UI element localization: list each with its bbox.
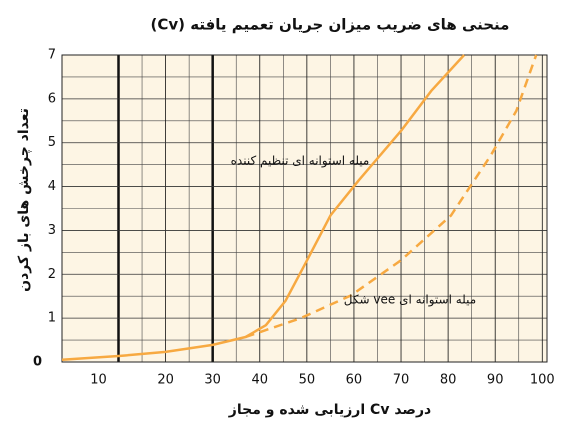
x-tick-label: 30 [204,373,221,388]
y-axis-title: تعداد چرخش های باز کردن [16,108,32,292]
x-tick-label: 90 [487,373,504,388]
y-tick-label: 0 [33,355,42,370]
x-tick-label: 60 [346,373,363,388]
x-axis-title: درصد Cv ارزیابی شده و مجاز [228,402,431,418]
chart-title: منحنی های ضریب میزان جریان تعمیم یافته (… [151,16,510,34]
x-tick-label: 20 [157,373,174,388]
series-label: میله استوانه ای vee شکل [344,293,476,308]
series-line [61,54,466,362]
series-line [245,54,538,339]
y-tick-label: 7 [48,48,56,63]
x-tick-label: 100 [530,373,555,388]
plot-frame [61,54,548,363]
x-tick-label: 40 [251,373,268,388]
y-tick-label: 4 [48,179,56,194]
x-tick-label: 10 [90,373,107,388]
x-tick-label: 80 [440,373,457,388]
y-tick-label: 6 [48,91,56,106]
x-tick-label: 50 [299,373,316,388]
y-tick-label: 5 [48,135,56,150]
x-tick-label: 70 [393,373,410,388]
series-label: میله استوانه ای تنظیم کننده [231,154,370,169]
y-tick-label: 3 [48,223,56,238]
y-tick-label: 1 [48,311,56,326]
y-tick-label: 2 [48,267,56,282]
